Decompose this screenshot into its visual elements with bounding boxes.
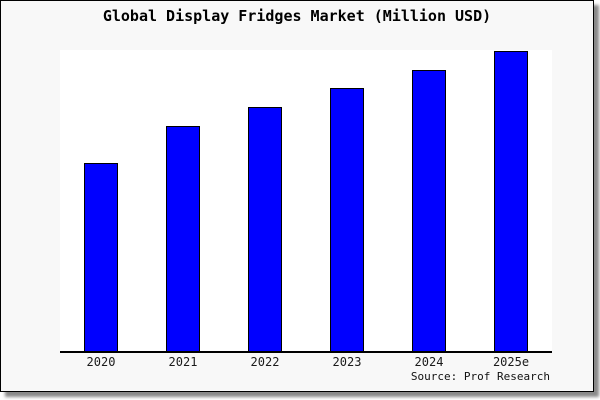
bar-slot-2020 bbox=[60, 50, 142, 351]
x-tick-label-2021: 2021 bbox=[168, 355, 198, 369]
chart-frame: Global Display Fridges Market (Million U… bbox=[0, 0, 594, 392]
source-credit: Source: Prof Research bbox=[410, 370, 550, 383]
plot-area bbox=[60, 50, 552, 353]
bar-slot-2022 bbox=[224, 50, 306, 351]
x-tick-label-2022: 2022 bbox=[250, 355, 280, 369]
bar-slot-2024 bbox=[388, 50, 470, 351]
x-axis-labels: 2020 2021 2022 2023 2024 2025e bbox=[60, 355, 552, 369]
bar-slot-2025e bbox=[470, 50, 552, 351]
x-tick-label-2025e: 2025e bbox=[492, 355, 530, 369]
bar-2021 bbox=[166, 126, 200, 351]
bar-2020 bbox=[84, 163, 118, 351]
bar-2025e bbox=[494, 51, 528, 351]
bar-2023 bbox=[330, 88, 364, 351]
x-tick-label-2024: 2024 bbox=[414, 355, 444, 369]
chart-title: Global Display Fridges Market (Million U… bbox=[102, 7, 492, 25]
bar-slot-2021 bbox=[142, 50, 224, 351]
bar-slot-2023 bbox=[306, 50, 388, 351]
bar-2024 bbox=[412, 70, 446, 351]
bars-row bbox=[60, 50, 552, 351]
x-tick-label-2020: 2020 bbox=[86, 355, 116, 369]
bar-2022 bbox=[248, 107, 282, 351]
x-tick-label-2023: 2023 bbox=[332, 355, 362, 369]
